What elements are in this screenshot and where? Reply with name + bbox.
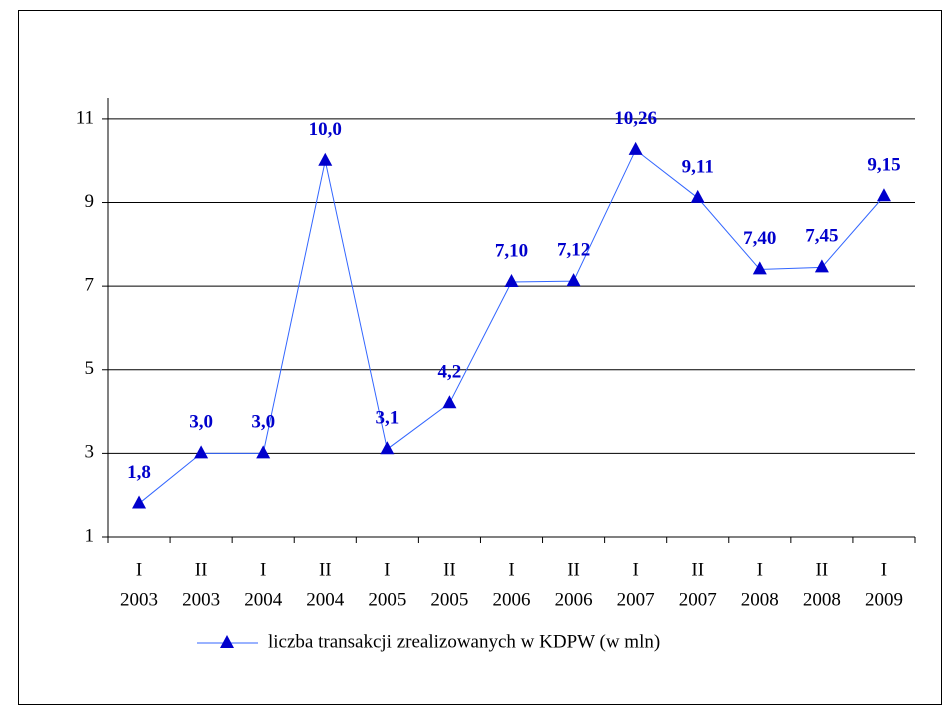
- legend-label: liczba transakcji zrealizowanych w KDPW …: [268, 631, 660, 652]
- data-label: 1,8: [127, 462, 151, 483]
- x-tick-label: I: [632, 559, 638, 580]
- data-label: 10,0: [309, 119, 342, 140]
- x-tick-label: 2006: [493, 589, 531, 610]
- x-tick-label: 2008: [741, 589, 779, 610]
- x-tick-label: I: [384, 559, 390, 580]
- legend-marker: [220, 635, 234, 648]
- x-tick-label: 2006: [555, 589, 593, 610]
- point: [132, 495, 147, 509]
- x-tick-label: I: [881, 559, 887, 580]
- x-tick-label: 2003: [182, 589, 220, 610]
- y-tick-label: 11: [76, 107, 94, 128]
- data-label: 7,40: [743, 228, 776, 249]
- point: [380, 441, 395, 455]
- x-tick-label: II: [567, 559, 580, 580]
- data-label: 9,11: [682, 156, 714, 177]
- point: [442, 395, 457, 409]
- data-label: 3,1: [375, 408, 399, 429]
- data-label: 10,26: [614, 108, 657, 129]
- y-tick-label: 9: [85, 191, 95, 212]
- data-label: 9,15: [867, 155, 900, 176]
- x-tick-label: II: [319, 559, 332, 580]
- x-tick-label: II: [691, 559, 704, 580]
- x-tick-label: 2005: [430, 589, 468, 610]
- point: [504, 273, 519, 287]
- point: [752, 261, 767, 275]
- data-label: 7,12: [557, 239, 590, 260]
- data-label: 3,0: [251, 412, 275, 433]
- x-tick-label: I: [260, 559, 266, 580]
- point: [318, 152, 333, 166]
- x-tick-label: 2009: [865, 589, 903, 610]
- x-tick-label: I: [136, 559, 142, 580]
- point: [256, 445, 271, 459]
- x-tick-label: 2003: [120, 589, 158, 610]
- point: [690, 189, 705, 203]
- chart-border: [18, 10, 942, 705]
- x-tick-label: 2007: [617, 589, 655, 610]
- y-tick-label: 5: [85, 358, 95, 379]
- x-tick-label: 2008: [803, 589, 841, 610]
- x-tick-label: I: [757, 559, 763, 580]
- x-tick-label: II: [443, 559, 456, 580]
- x-tick-label: 2004: [306, 589, 345, 610]
- x-tick-label: II: [816, 559, 829, 580]
- point: [194, 445, 209, 459]
- data-label: 4,2: [438, 362, 462, 383]
- data-label: 7,45: [805, 226, 838, 247]
- point: [876, 188, 891, 202]
- y-tick-label: 1: [85, 525, 95, 546]
- x-tick-label: 2005: [368, 589, 406, 610]
- y-tick-label: 3: [85, 442, 95, 463]
- point: [566, 273, 581, 287]
- data-label: 3,0: [189, 412, 213, 433]
- data-label: 7,10: [495, 240, 528, 261]
- point: [814, 259, 829, 273]
- x-tick-label: 2004: [244, 589, 283, 610]
- x-tick-label: I: [508, 559, 514, 580]
- point: [628, 141, 643, 155]
- y-tick-label: 7: [85, 275, 95, 296]
- x-tick-label: II: [195, 559, 208, 580]
- x-tick-label: 2007: [679, 589, 717, 610]
